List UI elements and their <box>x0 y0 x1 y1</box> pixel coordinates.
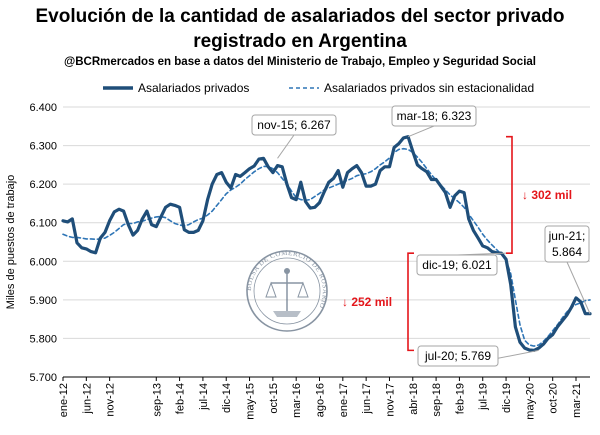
x-tick-label: ene-17 <box>338 383 350 417</box>
brackets: ↓ 302 mil ↓ 252 mil <box>342 135 572 352</box>
chart-subtitle: @BCRmercados en base a datos del Ministe… <box>64 56 536 68</box>
annotation-nov15-box <box>251 114 337 136</box>
x-tick-label: mar-21 <box>571 383 583 418</box>
annotation-nov15-text: nov-15; 6.267 <box>257 118 331 132</box>
y-tick-label: 5.800 <box>29 333 57 345</box>
annotation-nov15-leader <box>277 134 295 159</box>
annotation-jun21-text: 5.864 <box>552 245 582 259</box>
x-tick-label: nov-12 <box>105 383 117 417</box>
y-tick-label: 5.700 <box>29 372 57 384</box>
annotation-dic19-text: dic-19; 6.021 <box>422 258 492 272</box>
x-tick-label: sep-18 <box>431 383 443 417</box>
bracket-302 <box>506 135 513 254</box>
x-tick-label: ene-12 <box>58 383 70 417</box>
x-tick-label: feb-14 <box>175 383 187 414</box>
x-tick-label: abr-18 <box>408 383 420 415</box>
chart-title-line1: Evolución de la cantidad de asalariados … <box>35 6 565 27</box>
x-tick-label: dic-14 <box>221 383 233 413</box>
y-axis-ticks: 5.700 5.800 5.900 6.000 6.100 6.200 6.300 6.400 <box>29 102 57 384</box>
legend: Asalariados privados Asalariados privado… <box>103 81 534 95</box>
annotation-mar18-leader <box>407 125 435 138</box>
bracket-252 <box>407 252 414 352</box>
x-tick-label: feb-19 <box>454 383 466 414</box>
x-tick-label: oct-15 <box>268 383 280 414</box>
x-tick-label: sep-13 <box>151 383 163 417</box>
series-line-sa <box>62 147 591 347</box>
annotation-jun21-box <box>544 225 590 263</box>
x-tick-label: nov-17 <box>384 383 396 417</box>
y-tick-label: 6.200 <box>29 179 57 191</box>
bracket-label-252: ↓ 252 mil <box>342 295 392 309</box>
x-tick-label: jul-19 <box>478 383 490 411</box>
annotation-jul20-text: jul-20; 5.769 <box>424 349 491 363</box>
x-tick-label: may-15 <box>245 383 257 420</box>
y-tick-label: 6.000 <box>29 256 57 268</box>
x-tick-label: dic-19 <box>501 383 513 413</box>
y-tick-label: 6.300 <box>29 141 57 153</box>
legend-label-main: Asalariados privados <box>138 81 249 95</box>
annotation-jun21-text: jun-21; <box>548 229 586 243</box>
series <box>61 135 592 352</box>
annotation-jul20-box <box>417 345 499 367</box>
chart-title-line2: registrado en Argentina <box>193 31 407 52</box>
x-tick-label: mar-16 <box>291 383 303 418</box>
series-line-main <box>61 135 592 352</box>
annotation-mar18-box <box>391 105 477 127</box>
y-tick-label: 6.100 <box>29 218 57 230</box>
y-tick-label: 6.400 <box>29 102 57 114</box>
y-tick-label: 5.900 <box>29 295 57 307</box>
bracket-label-302: ↓ 302 mil <box>522 188 572 202</box>
annotation-dic19-box <box>416 254 498 276</box>
annotations: nov-15; 6.267 mar-18; 6.323 dic-19; 6.021 j… <box>251 105 591 367</box>
y-axis-label: Miles de puestos de trabajo <box>5 175 17 310</box>
x-tick-label: oct-20 <box>548 383 560 414</box>
x-tick-label: ago-16 <box>315 383 327 417</box>
x-tick-label: may-20 <box>524 383 536 420</box>
annotation-mar18-text: mar-18; 6.323 <box>397 109 472 123</box>
x-axis-ticks: ene-12 jun-12 nov-12 sep-13 feb-14 jul-14 dic-… <box>58 377 583 420</box>
x-tick-label: jul-14 <box>198 383 210 411</box>
legend-label-sa: Asalariados privados sin estacionalidad <box>324 81 534 95</box>
grid <box>63 106 590 378</box>
annotation-jun21-leader <box>566 261 591 314</box>
x-tick-label: jun-17 <box>361 383 373 415</box>
x-tick-label: jun-12 <box>81 383 93 415</box>
